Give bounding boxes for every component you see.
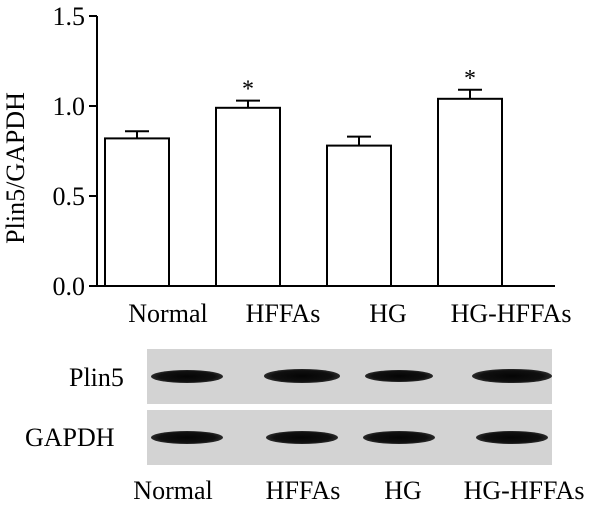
y-axis-label: Plin5/GAPDH <box>1 92 30 244</box>
y-tick-label: 1.0 <box>53 92 86 121</box>
y-tick-label: 0.0 <box>53 272 86 301</box>
blot-band <box>364 369 434 383</box>
blot-lane-label-normal: Normal <box>133 476 213 505</box>
x-tick-label: Normal <box>128 299 207 328</box>
bar <box>437 97 503 287</box>
significance-marker: * <box>242 77 254 103</box>
chart-significance-marks: * * <box>242 66 476 103</box>
blot-band <box>151 369 223 383</box>
y-tick-label: 0.5 <box>53 182 86 211</box>
bar <box>215 106 281 287</box>
blot-strip-plin5 <box>147 349 552 404</box>
blot-row-label-gapdh: GAPDH <box>25 423 115 452</box>
blot-lane-label-hg-hffas: HG-HFFAs <box>463 476 585 505</box>
bar <box>326 144 392 287</box>
blot-band <box>264 369 340 383</box>
blot-band <box>363 430 435 444</box>
x-tick-label: HG-HFFAs <box>451 299 572 328</box>
blot-band <box>472 368 552 384</box>
chart-x-tick-labels: Normal HFFAs HG HG-HFFAs <box>128 299 571 328</box>
significance-marker: * <box>464 66 476 92</box>
chart-error-bars <box>125 88 482 146</box>
blot-row-label-plin5: Plin5 <box>69 363 124 392</box>
chart-bars <box>104 97 503 287</box>
blot-lane-label-hffas: HFFAs <box>265 476 341 505</box>
x-tick-label: HFFAs <box>246 299 321 328</box>
bar-chart: 0.00.51.01.5 * * Normal HFFAs HG HG-HFFAs Pl… <box>1 2 571 328</box>
blot-band <box>476 430 548 444</box>
blot-strip-gapdh <box>147 410 552 465</box>
x-tick-label: HG <box>369 299 407 328</box>
y-tick-label: 1.5 <box>53 2 86 31</box>
blot-lane-label-hg: HG <box>384 476 422 505</box>
bar <box>104 137 170 287</box>
blot-band <box>151 430 223 444</box>
chart-axes: 0.0 0.5 1.0 1.5 <box>53 2 555 301</box>
blot-band <box>266 430 338 444</box>
